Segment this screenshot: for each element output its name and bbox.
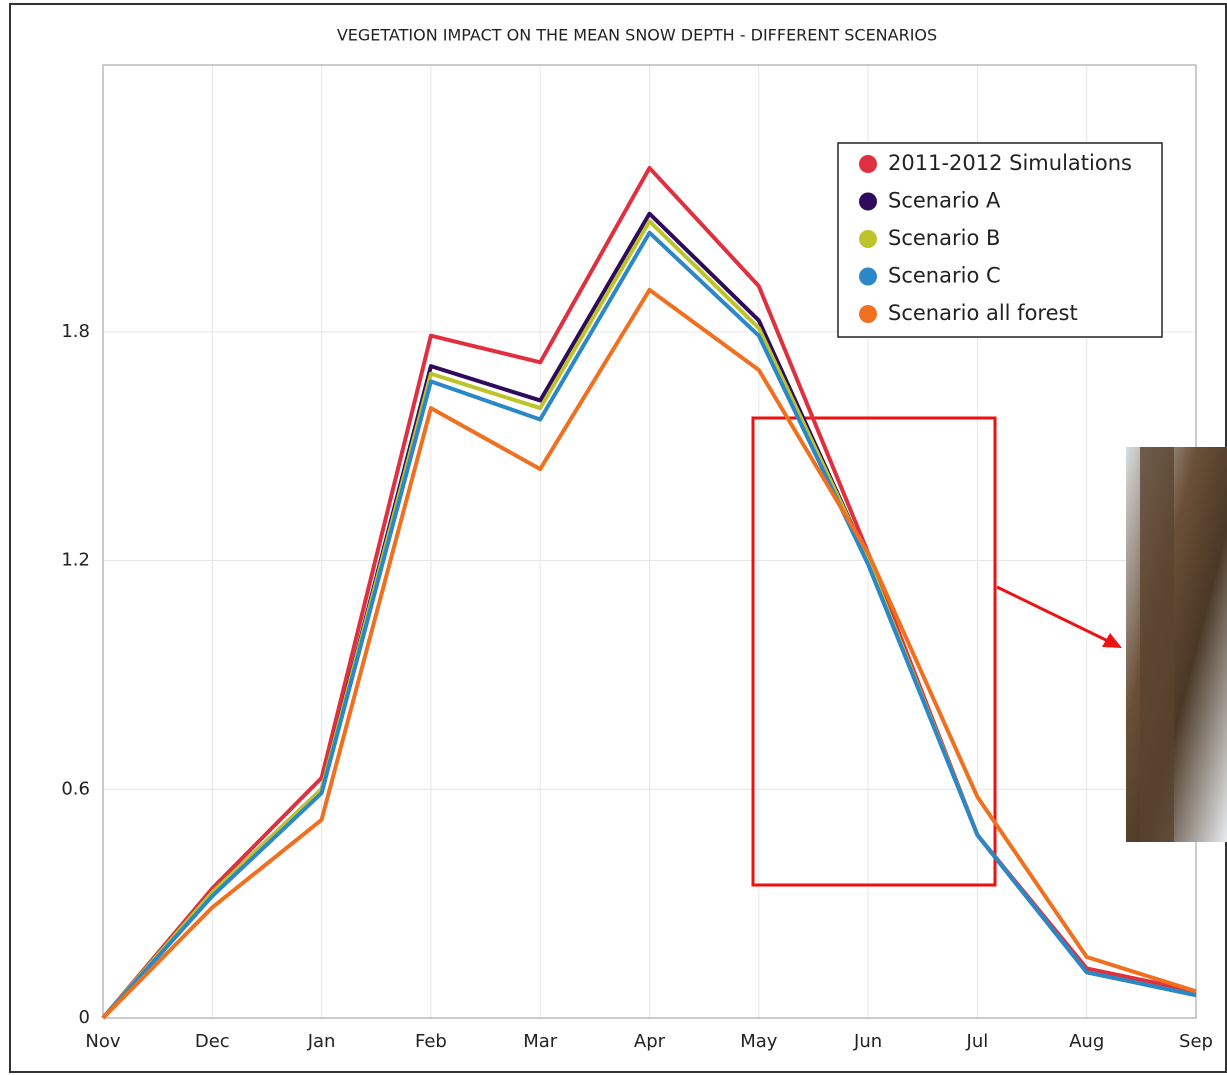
arrow-head <box>1102 633 1122 648</box>
x-tick-label: Dec <box>195 1031 230 1052</box>
legend-label: Scenario B <box>888 226 1000 250</box>
x-tick-label: Jun <box>853 1031 882 1052</box>
legend-marker <box>859 192 877 211</box>
tree-trunk <box>1140 447 1174 842</box>
legend-marker <box>859 305 877 323</box>
y-tick-label: 0 <box>79 1007 90 1028</box>
y-tick-label: 1.2 <box>61 550 90 571</box>
x-tick-label: Apr <box>634 1031 666 1052</box>
legend-label: 2011-2012 Simulations <box>888 151 1132 175</box>
legend-marker <box>859 267 877 286</box>
x-tick-label: Jan <box>307 1031 336 1052</box>
x-tick-label: Feb <box>415 1031 447 1052</box>
x-tick-label: Jul <box>966 1031 989 1052</box>
x-tick-label: Mar <box>523 1031 558 1052</box>
series-line <box>101 287 1197 1020</box>
legend-marker <box>859 230 877 248</box>
series-line <box>101 230 1197 1020</box>
legend-label: Scenario C <box>888 264 1001 288</box>
legend-label: Scenario A <box>888 189 1001 213</box>
y-tick-label: 0.6 <box>61 778 90 799</box>
x-tick-label: Aug <box>1069 1031 1104 1052</box>
highlight-box <box>751 416 997 887</box>
arrow-line <box>996 585 1111 644</box>
chart-title: VEGETATION IMPACT ON THE MEAN SNOW DEPTH… <box>337 26 937 45</box>
x-tick-label: Sep <box>1179 1031 1213 1052</box>
x-tick-label: May <box>740 1031 778 1052</box>
y-tick-label: 1.8 <box>61 321 90 342</box>
legend-label: Scenario all forest <box>888 301 1078 325</box>
legend <box>837 142 1163 338</box>
legend-marker <box>859 155 877 173</box>
x-tick-label: Nov <box>85 1031 120 1052</box>
